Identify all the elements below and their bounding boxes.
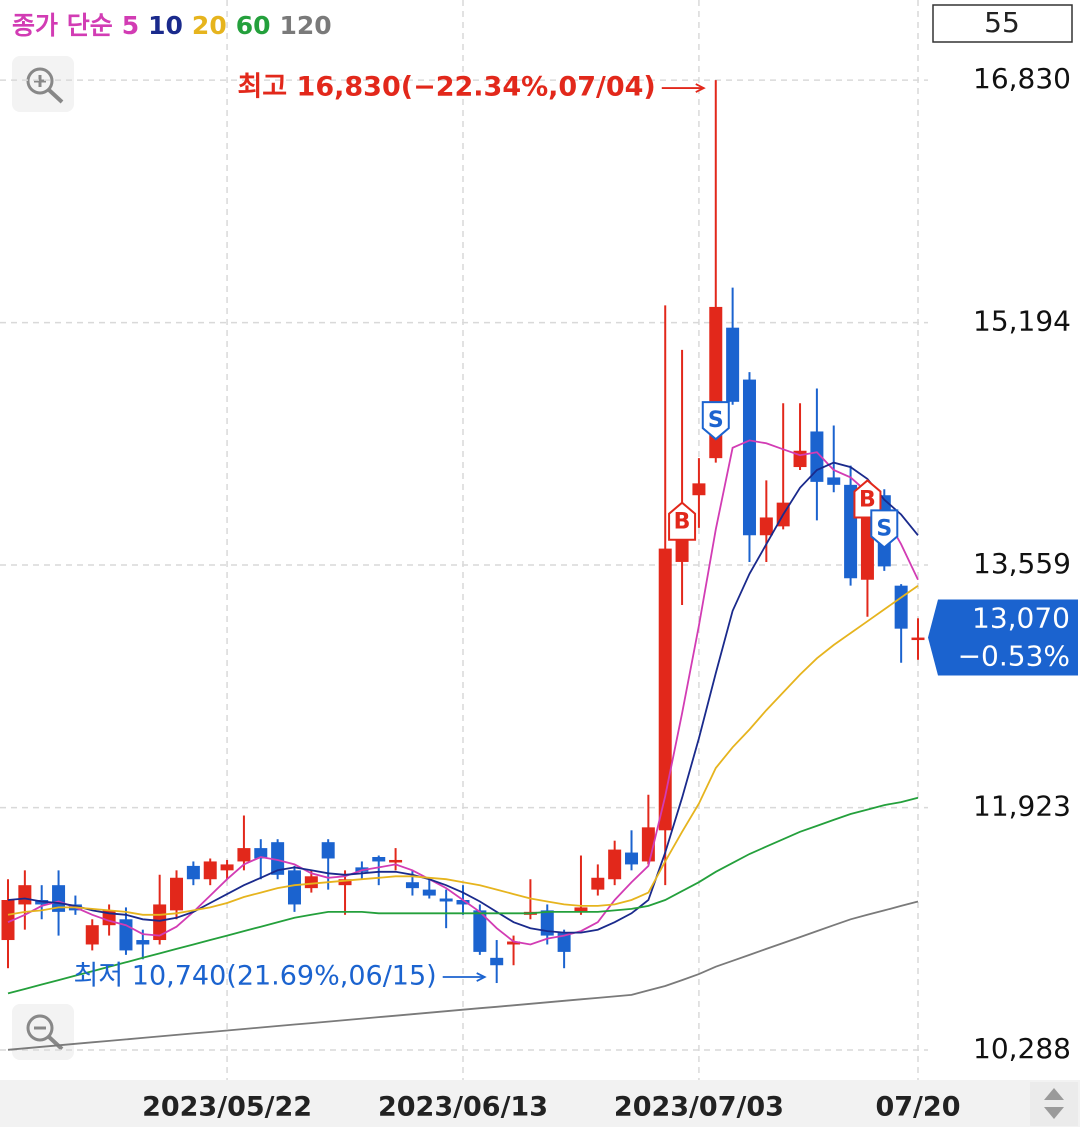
candle-body — [237, 848, 251, 862]
scroll-up[interactable] — [1044, 1088, 1064, 1100]
signal-marker — [701, 401, 730, 441]
grid — [0, 0, 928, 1080]
candle-body — [287, 870, 301, 905]
ma-line — [7, 461, 919, 934]
y-tick-label: 15,194 — [973, 305, 1071, 338]
candle-body — [911, 637, 925, 641]
candle-body — [608, 849, 622, 880]
candle-body — [625, 852, 639, 865]
candle-body — [473, 910, 487, 952]
candle-body — [85, 925, 99, 945]
candle-body — [321, 842, 335, 859]
candle-body — [490, 957, 504, 966]
candle-body — [456, 900, 470, 905]
x-tick-label: 2023/07/03 — [614, 1092, 784, 1123]
zoom-in-bg[interactable] — [12, 56, 74, 112]
candle-body — [742, 379, 756, 536]
zoom-out-lens — [26, 1014, 54, 1042]
x-tick-label: 07/20 — [875, 1092, 960, 1123]
zoom-in[interactable] — [12, 56, 74, 112]
candle-body — [507, 941, 521, 945]
signal-marker — [870, 509, 899, 549]
x-axis-band — [0, 1080, 1080, 1127]
candle-body — [675, 539, 689, 562]
ma-line — [7, 584, 919, 916]
candle-body — [726, 327, 740, 402]
low-arrowhead — [476, 972, 487, 982]
candle-body — [136, 940, 150, 945]
candle-body — [170, 877, 184, 911]
candle-body — [759, 517, 773, 536]
candle-body — [254, 848, 268, 859]
candle-body — [220, 864, 234, 871]
candle-body — [338, 879, 352, 886]
visible-count: 55 — [984, 6, 1020, 39]
legend-entry: 120 — [280, 11, 332, 40]
y-tick-label: 11,923 — [973, 790, 1071, 823]
candle-body — [186, 865, 200, 880]
signal-label: S — [708, 408, 724, 433]
zoom-out[interactable] — [12, 1004, 74, 1060]
y-tick-label: 16,830 — [973, 62, 1071, 95]
candle-body — [18, 885, 32, 905]
candle-body — [439, 898, 453, 902]
ma-line — [7, 796, 919, 995]
candle-body — [405, 882, 419, 889]
y-tick-label: 13,559 — [973, 547, 1071, 580]
candle-body — [827, 477, 841, 485]
zoom-out-bg[interactable] — [12, 1004, 74, 1060]
zoom-in-lens — [26, 67, 54, 95]
legend-entry: 20 — [192, 11, 227, 40]
ma-line — [7, 439, 919, 946]
signal-label: S — [876, 516, 892, 541]
candle-body — [52, 885, 66, 912]
y-tick-label: 10,288 — [973, 1032, 1071, 1065]
zoom-out-handle — [47, 1035, 64, 1051]
last-price-box — [928, 599, 1078, 676]
candle-body — [153, 904, 167, 941]
last-price: 13,070 — [972, 602, 1070, 635]
moving-averages — [7, 439, 919, 1051]
legend-entry: 60 — [236, 11, 271, 40]
x-tick-label: 2023/06/13 — [378, 1092, 548, 1123]
candle-body — [540, 910, 554, 936]
legend-entry: 10 — [148, 11, 183, 40]
high-annotation: 최고 16,830(−22.34%,07/04) — [237, 72, 655, 103]
candle-body — [422, 889, 436, 896]
candle-body — [304, 876, 318, 889]
candle-body — [574, 907, 588, 912]
candle-body — [389, 859, 403, 863]
signal-label: B — [859, 487, 876, 512]
candle-body — [591, 877, 605, 890]
candle-body — [692, 483, 706, 496]
candle-body — [894, 585, 908, 629]
ma-line — [7, 900, 919, 1051]
scroll-down[interactable] — [1044, 1107, 1064, 1119]
candle-body — [372, 857, 386, 862]
candle-body — [203, 861, 217, 880]
candles — [1, 80, 925, 984]
signal-marker — [668, 501, 697, 541]
count-box[interactable] — [932, 4, 1073, 43]
signal-label: B — [674, 510, 691, 535]
x-tick-label: 2023/05/22 — [142, 1092, 312, 1123]
candle-body — [658, 548, 672, 831]
candle-body — [1, 900, 15, 941]
zoom-in-handle — [47, 88, 64, 104]
high-arrowhead — [695, 83, 706, 93]
last-change: −0.53% — [958, 640, 1070, 673]
candle-body — [271, 842, 285, 875]
legend-entry: 5 — [122, 11, 139, 40]
low-annotation: 최저 10,740(21.69%,06/15) — [74, 961, 437, 992]
legend-title: 종가 단순 — [12, 11, 113, 40]
candle-body — [557, 932, 571, 952]
scroll-control[interactable] — [1030, 1082, 1078, 1126]
